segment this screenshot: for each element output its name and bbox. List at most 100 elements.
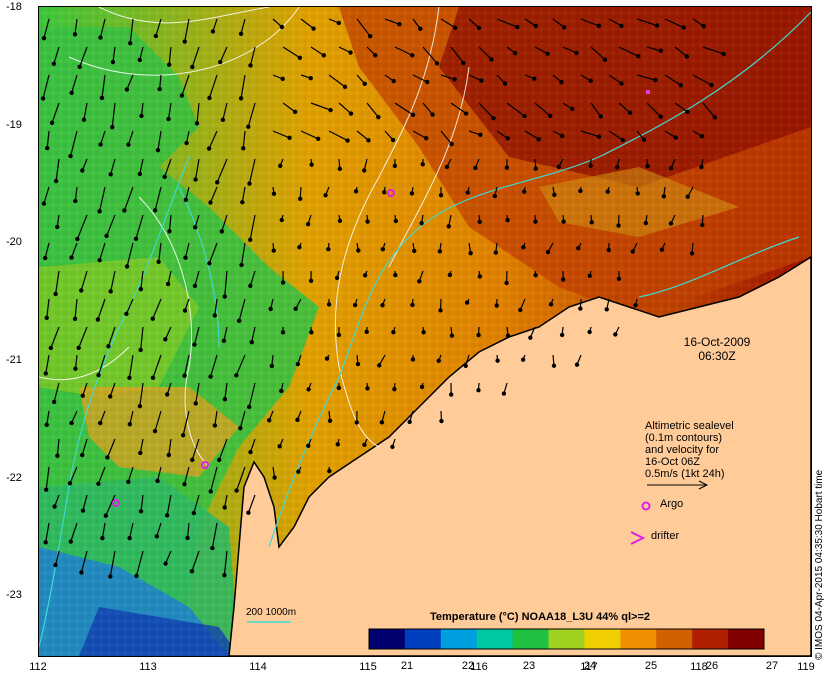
- velocity-arrow-head: [336, 385, 342, 391]
- velocity-arrow-head: [355, 361, 361, 367]
- velocity-arrow: [79, 46, 88, 68]
- velocity-arrow-head: [96, 372, 101, 378]
- velocity-arrow-head: [476, 332, 481, 338]
- velocity-arrow-head: [393, 272, 398, 278]
- velocity-arrow: [590, 46, 606, 61]
- velocity-arrow-head: [49, 120, 55, 125]
- velocity-arrow-head: [41, 35, 47, 41]
- velocity-arrow-head: [179, 93, 185, 98]
- velocity-arrow-head: [80, 168, 85, 173]
- velocity-arrow-head: [353, 189, 359, 194]
- colorbar-tick: 22: [461, 660, 475, 672]
- velocity-arrow-head: [278, 163, 283, 168]
- velocity-arrow-head: [166, 452, 172, 458]
- velocity-arrow-head: [328, 107, 333, 113]
- velocity-arrow: [194, 158, 200, 180]
- colorbar-segment: [548, 629, 585, 649]
- velocity-arrow-head: [236, 318, 242, 324]
- velocity-arrow-head: [362, 273, 368, 278]
- velocity-arrow: [210, 466, 218, 492]
- legend-line: and velocity for: [645, 444, 719, 456]
- velocity-arrow: [193, 494, 200, 514]
- velocity-arrow-head: [391, 78, 396, 84]
- legend-line: 16-Oct 06Z: [645, 456, 701, 468]
- velocity-arrow-head: [166, 62, 172, 67]
- velocity-arrow-head: [133, 236, 139, 241]
- velocity-arrow-head: [53, 178, 59, 184]
- velocity-arrow: [310, 102, 331, 111]
- velocity-arrow: [618, 46, 639, 57]
- velocity-arrow-head: [69, 255, 74, 260]
- velocity-arrow-head: [98, 142, 103, 147]
- velocity-arrow: [156, 522, 162, 537]
- velocity-arrow-head: [76, 345, 81, 351]
- velocity-arrow: [240, 74, 246, 99]
- land-mass: [228, 256, 811, 656]
- velocity-arrow-head: [104, 233, 109, 239]
- velocity-arrow: [100, 130, 106, 145]
- velocity-arrow-head: [108, 574, 113, 579]
- velocity-arrow-head: [44, 145, 50, 151]
- velocity-arrow: [139, 382, 144, 407]
- velocity-arrow-head: [183, 255, 188, 260]
- velocity-arrow-head: [602, 57, 608, 62]
- velocity-arrow-head: [155, 478, 160, 484]
- velocity-arrow-head: [569, 106, 575, 112]
- velocity-arrow: [702, 46, 724, 55]
- velocity-arrow-head: [391, 329, 396, 335]
- velocity-arrow-head: [587, 329, 592, 335]
- velocity-arrow-head: [419, 220, 424, 226]
- velocity-arrow: [183, 466, 190, 485]
- velocity-arrow-head: [210, 545, 215, 551]
- velocity-arrow-head: [533, 272, 538, 278]
- velocity-arrow: [42, 74, 50, 99]
- velocity-arrow-head: [452, 77, 457, 82]
- velocity-arrow-head: [180, 432, 186, 438]
- velocity-arrow-head: [614, 165, 620, 170]
- velocity-arrow-head: [620, 137, 626, 143]
- velocity-arrow: [158, 242, 162, 262]
- velocity-arrow: [127, 466, 134, 483]
- velocity-arrow: [196, 102, 200, 124]
- velocity-arrow: [123, 186, 134, 211]
- velocity-arrow: [168, 438, 172, 456]
- velocity-arrow: [50, 326, 60, 349]
- velocity-arrow-head: [182, 481, 187, 487]
- velocity-arrow-head: [654, 23, 660, 28]
- velocity-arrow-head: [417, 279, 422, 284]
- velocity-arrow-head: [327, 468, 332, 474]
- velocity-arrow: [552, 18, 565, 28]
- colorbar-segment: [440, 629, 478, 649]
- lat-tick: -22: [6, 472, 22, 484]
- velocity-arrow-head: [72, 32, 78, 37]
- velocity-arrow-head: [190, 64, 195, 70]
- velocity-arrow-head: [124, 264, 130, 269]
- velocity-arrow-head: [208, 200, 213, 205]
- argo-legend-label: Argo: [660, 498, 684, 510]
- velocity-arrow: [154, 410, 162, 432]
- velocity-arrow: [214, 410, 218, 426]
- velocity-arrow: [249, 214, 256, 240]
- velocity-arrow: [608, 18, 622, 27]
- velocity-arrow-head: [248, 63, 253, 68]
- velocity-arrow: [506, 102, 525, 117]
- velocity-arrow-head: [207, 95, 212, 101]
- velocity-arrow: [251, 326, 256, 343]
- velocity-arrow-head: [364, 329, 369, 335]
- velocity-arrow: [223, 550, 228, 576]
- velocity-arrow-head: [124, 311, 129, 317]
- velocity-arrow: [394, 102, 414, 116]
- velocity-arrow-head: [551, 363, 557, 368]
- velocity-arrow-head: [545, 249, 551, 255]
- velocity-arrow-head: [681, 25, 686, 30]
- velocity-arrow-head: [699, 134, 705, 139]
- velocity-arrow-head: [461, 60, 466, 66]
- velocity-arrow-head: [354, 420, 359, 425]
- velocity-arrow-head: [182, 373, 187, 378]
- velocity-arrow-head: [491, 116, 496, 121]
- velocity-arrow-head: [41, 201, 47, 206]
- velocity-arrow: [702, 102, 716, 118]
- velocity-arrow: [74, 354, 78, 369]
- velocity-arrow: [191, 438, 200, 461]
- velocity-arrow: [97, 298, 106, 320]
